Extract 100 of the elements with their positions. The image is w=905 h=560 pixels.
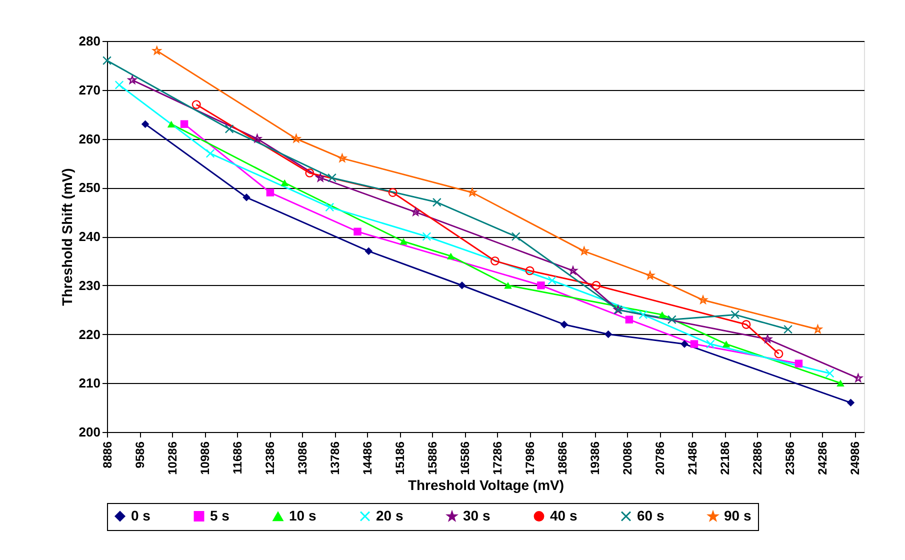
x-tick-label: 16586 <box>458 441 472 475</box>
legend-label: 20 s <box>376 507 404 524</box>
point <box>580 246 588 255</box>
point <box>825 368 834 378</box>
point <box>511 232 520 241</box>
point <box>625 316 634 324</box>
point <box>706 340 715 348</box>
x-tick-label: 15186 <box>393 441 408 475</box>
point <box>305 168 314 178</box>
point <box>325 202 334 212</box>
y-tick-label: 210 <box>78 376 100 391</box>
point <box>280 179 288 186</box>
x-tick-label: 9586 <box>133 441 148 468</box>
point <box>327 173 336 182</box>
legend-label: 90 s <box>724 508 752 524</box>
point <box>592 280 601 290</box>
x-tick-label: 15886 <box>426 441 440 475</box>
x-tick-label: 8886 <box>100 441 114 468</box>
point <box>411 208 420 216</box>
x-tick-label: 18686 <box>556 441 570 475</box>
point <box>446 252 455 260</box>
x-tick-label: 19386 <box>588 441 602 475</box>
y-tick-label: 220 <box>78 326 100 342</box>
x-tick-label: 10986 <box>198 441 212 475</box>
point <box>266 188 274 196</box>
legend-label: 60 s <box>637 507 664 524</box>
point <box>742 320 751 329</box>
point <box>836 380 844 386</box>
point <box>180 120 188 128</box>
x-tick-label: 24286 <box>816 441 830 475</box>
point <box>784 324 792 334</box>
legend-label: 30 s <box>463 508 490 524</box>
point <box>400 238 408 245</box>
point <box>192 100 201 110</box>
x-axis-title: Threshold Voltage (mV) <box>408 476 564 493</box>
x-tick-label: 11686 <box>230 441 245 474</box>
point <box>458 282 466 290</box>
point <box>730 310 740 320</box>
point <box>316 173 325 182</box>
y-tick-label: 240 <box>78 229 100 244</box>
point <box>722 340 730 348</box>
point <box>388 188 398 197</box>
x-tick-label: 13086 <box>296 441 310 475</box>
x-tick-label: 14486 <box>360 441 375 475</box>
point <box>680 340 688 348</box>
point <box>525 266 534 276</box>
y-tick-label: 200 <box>78 424 100 440</box>
x-tick-label: 20086 <box>620 441 635 475</box>
point <box>537 282 545 290</box>
x-tick-label: 21486 <box>686 441 700 475</box>
point <box>638 310 648 320</box>
point <box>646 271 654 280</box>
point <box>422 232 432 241</box>
point <box>854 374 862 382</box>
x-tick-label: 12386 <box>263 441 278 475</box>
y-tick-label: 270 <box>78 82 100 98</box>
point <box>354 228 362 236</box>
point <box>490 256 500 266</box>
x-tick-label: 17286 <box>490 441 505 475</box>
legend-label: 10 s <box>289 508 316 524</box>
point <box>504 282 512 289</box>
x-tick-label: 17986 <box>523 441 538 475</box>
point <box>224 124 234 134</box>
point <box>128 76 137 84</box>
y-tick-label: 250 <box>78 180 100 196</box>
x-tick-label: 13786 <box>328 441 342 475</box>
point <box>568 266 578 274</box>
point <box>206 148 215 158</box>
point <box>167 120 176 128</box>
point <box>152 46 162 55</box>
y-tick-label: 230 <box>78 278 100 293</box>
x-tick-label: 22186 <box>718 441 732 475</box>
legend-label: 0 s <box>131 507 151 524</box>
point <box>794 360 803 368</box>
y-axis-title: Threshold Shift (mV) <box>58 168 75 306</box>
point <box>763 334 772 343</box>
point <box>846 398 855 407</box>
y-tick-label: 280 <box>78 34 100 48</box>
point <box>141 120 150 128</box>
point <box>432 198 442 207</box>
y-tick-label: 260 <box>78 131 100 146</box>
x-tick-label: 10286 <box>166 441 180 475</box>
legend-label: 40 s <box>550 507 578 524</box>
point <box>690 340 698 348</box>
x-tick-label: 23586 <box>783 441 798 475</box>
x-tick-label: 22886 <box>750 441 765 475</box>
point <box>604 330 612 338</box>
point <box>658 311 666 318</box>
point <box>667 315 676 324</box>
point <box>774 349 784 358</box>
legend-label: 5 s <box>210 507 230 524</box>
point <box>813 324 822 334</box>
point <box>364 247 373 256</box>
point <box>242 194 250 202</box>
point <box>548 276 557 285</box>
point <box>114 80 124 90</box>
point <box>560 320 568 328</box>
point <box>102 56 112 66</box>
x-tick-label: 20786 <box>653 441 668 475</box>
x-tick-label: 24986 <box>848 441 862 475</box>
